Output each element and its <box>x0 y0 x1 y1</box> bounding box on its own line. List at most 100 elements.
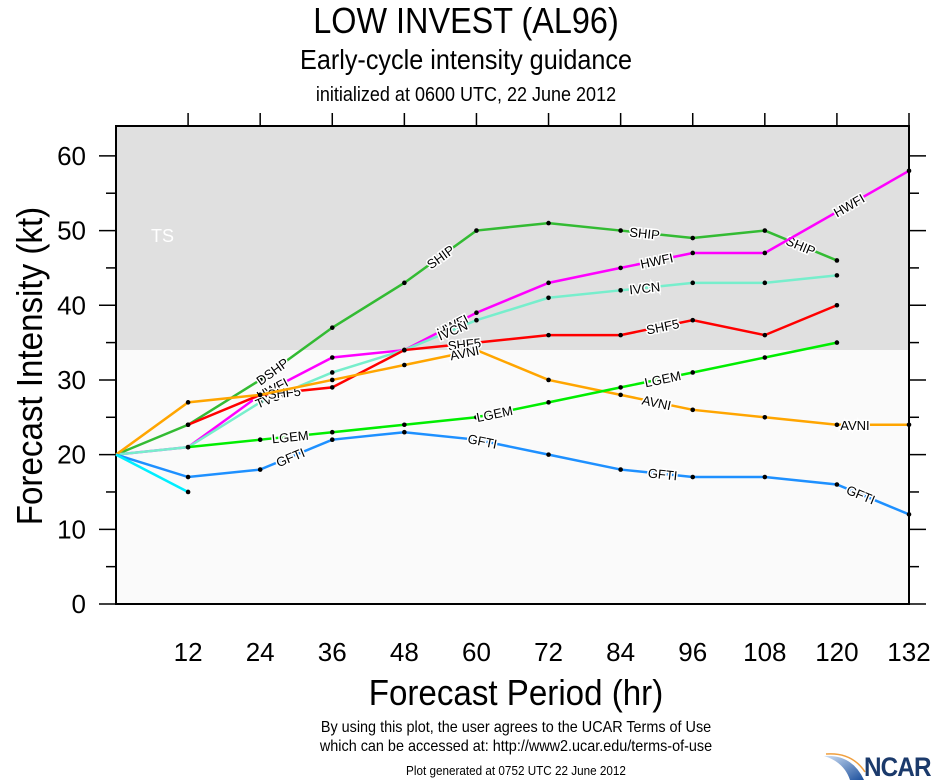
terms-line-2: which can be accessed at: http://www2.uc… <box>319 738 713 755</box>
data-point-ship <box>762 228 768 233</box>
series-line-lgem <box>187 341 838 449</box>
data-point-hwfi <box>762 250 768 256</box>
data-point-gfti <box>834 482 840 487</box>
data-point-ivcn <box>762 280 768 286</box>
data-point-avni <box>690 407 696 413</box>
data-point-hwfi <box>329 355 335 360</box>
data-point-ivcn <box>690 280 696 286</box>
data-point-avni <box>402 362 407 368</box>
data-point-shf5 <box>546 332 551 338</box>
data-point-gfti <box>546 452 551 457</box>
y-tick-label: 50 <box>57 216 86 246</box>
series-line-tvcn-short <box>115 453 189 494</box>
data-point-gfti <box>185 474 191 480</box>
series-label-avni: AVNI <box>840 418 869 433</box>
data-point-gfti <box>762 474 768 480</box>
data-point-ship <box>474 228 479 233</box>
x-tick-label: 48 <box>390 637 419 667</box>
series-label-ivcn: IVCN <box>628 279 660 297</box>
data-point-lgem <box>834 340 840 345</box>
data-point-lgem <box>762 355 768 360</box>
init-time: initialized at 0600 UTC, 22 June 2012 <box>315 84 617 106</box>
data-point-gfti <box>329 437 335 442</box>
data-point-shf5 <box>834 302 840 308</box>
data-point-shf5 <box>329 385 335 390</box>
plot-frame <box>115 125 910 605</box>
ncar-swoosh-icon <box>824 753 866 780</box>
data-point-hwfi <box>690 250 696 256</box>
data-point-ship <box>690 235 696 241</box>
data-point-gfti <box>906 512 912 517</box>
data-point-avni <box>834 422 840 428</box>
x-tick-label: 36 <box>318 637 347 667</box>
data-point-lgem <box>546 400 551 405</box>
data-point-gfti <box>474 437 479 442</box>
data-point-avni <box>474 347 479 353</box>
x-tick-label: 84 <box>606 637 635 667</box>
data-point-hwfi <box>906 168 912 174</box>
data-point-ivcn <box>329 370 335 375</box>
series-line-shf5 <box>187 304 838 426</box>
data-point-ivcn <box>834 273 840 278</box>
data-point-ship <box>618 228 623 233</box>
data-point-ship <box>257 377 263 383</box>
data-point-ivcn <box>474 317 479 323</box>
data-point-hwfi <box>474 310 479 316</box>
y-tick-label: 30 <box>57 365 86 395</box>
data-point-ivcn <box>257 400 263 405</box>
series-label-gfti: GFTI <box>647 465 678 483</box>
x-tick-label: 132 <box>887 637 930 667</box>
data-point-ship <box>834 258 840 263</box>
x-tick-label: 120 <box>815 637 858 667</box>
y-tick-label: 40 <box>57 290 86 320</box>
data-point-ivcn <box>546 295 551 301</box>
data-point-avni <box>618 392 623 398</box>
data-point-gfti <box>690 474 696 480</box>
chart-subtitle: Early-cycle intensity guidance <box>300 44 632 75</box>
chart-title: LOW INVEST (AL96) <box>313 0 619 41</box>
data-point-avni <box>762 414 768 420</box>
data-point-ship <box>329 325 335 330</box>
band-label-ts: TS <box>151 226 174 246</box>
y-tick-label: 0 <box>72 589 86 619</box>
x-tick-label: 60 <box>462 637 491 667</box>
data-point-hwfi <box>618 265 623 271</box>
data-point-shf5 <box>185 422 191 428</box>
terms-line-1: By using this plot, the user agrees to t… <box>320 719 712 736</box>
data-point-tvcn-short <box>185 489 191 495</box>
data-point-shf5 <box>618 332 623 338</box>
data-point-avni <box>185 400 191 405</box>
series-label-lgem: LGEM <box>271 428 309 447</box>
series-label-ship: SHIP <box>629 225 661 243</box>
data-point-avni <box>329 377 335 383</box>
ncar-logo: NCAR <box>822 752 932 782</box>
x-tick-label: 108 <box>743 637 786 667</box>
x-tick-label: 12 <box>174 637 203 667</box>
x-tick-label: 24 <box>246 637 275 667</box>
y-tick-label: 20 <box>57 440 86 470</box>
series-line-avni <box>115 348 909 456</box>
ncar-logo-text: NCAR <box>864 752 931 782</box>
data-point-ivcn <box>618 288 623 293</box>
intensity-band-td <box>116 350 909 604</box>
data-point-shf5 <box>762 332 768 338</box>
data-point-lgem <box>690 370 696 375</box>
data-point-gfti <box>257 467 263 472</box>
generated-time: Plot generated at 0752 UTC 22 June 2012 <box>406 763 626 778</box>
y-tick-label: 60 <box>57 141 86 171</box>
series-line-gfti <box>115 430 910 516</box>
x-tick-label: 72 <box>534 637 563 667</box>
data-point-shf5 <box>474 340 479 345</box>
x-tick-label: 96 <box>678 637 707 667</box>
data-point-avni <box>906 422 912 428</box>
data-point-gfti <box>618 467 623 472</box>
data-point-ship <box>402 280 407 286</box>
y-tick-label: 10 <box>57 514 86 544</box>
data-point-lgem <box>329 429 335 435</box>
data-point-lgem <box>257 437 263 442</box>
data-point-shf5 <box>690 317 696 323</box>
data-point-lgem <box>618 385 623 390</box>
data-point-lgem <box>402 422 407 428</box>
data-point-lgem <box>474 414 479 420</box>
